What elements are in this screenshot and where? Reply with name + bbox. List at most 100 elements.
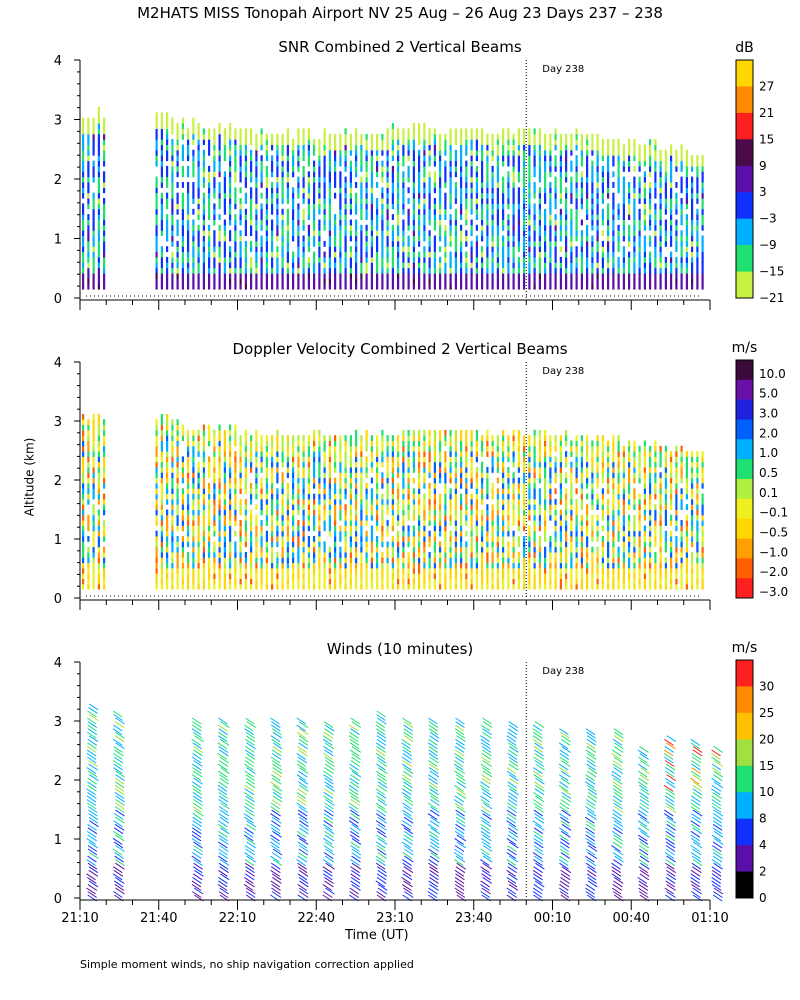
heatmap-cell [260,482,263,489]
heatmap-cell [365,541,368,548]
heatmap-cell [166,262,169,269]
heatmap-cell [160,198,163,204]
heatmap-cell [255,567,258,574]
heatmap-cell [97,461,100,468]
heatmap-cell [166,557,169,564]
heatmap-cell [244,429,247,436]
heatmap-cell [418,187,421,194]
heatmap-cell [465,139,468,145]
heatmap-cell [239,488,242,495]
heatmap-cell [181,498,184,505]
heatmap-cell [328,160,331,167]
heatmap-cell [454,445,457,452]
heatmap-cell [386,493,389,500]
heatmap-cell [402,192,405,199]
heatmap-cell [433,160,436,167]
heatmap-cell [376,541,379,548]
heatmap-cell [622,192,625,199]
heatmap-cell [103,509,106,516]
heatmap-cell [512,176,515,183]
heatmap-cell [307,208,310,215]
heatmap-cell [213,240,216,247]
heatmap-cell [276,165,279,172]
heatmap-cell [328,552,331,558]
heatmap-cell [439,557,442,564]
heatmap-cell [580,262,583,269]
heatmap-cell [97,128,100,135]
heatmap-cell [433,273,436,279]
heatmap-cell [596,230,599,237]
heatmap-cell [407,467,410,473]
heatmap-cell [255,461,258,468]
heatmap-cell [580,203,583,210]
heatmap-cell [365,262,368,269]
heatmap-cell [381,451,384,457]
heatmap-cell [633,198,636,204]
heatmap-cell [307,451,310,457]
heatmap-cell [523,149,526,156]
heatmap-cell [87,477,90,484]
heatmap-cell [171,504,174,510]
heatmap-cell [512,235,515,242]
heatmap-cell [381,219,384,226]
heatmap-cell [565,240,568,247]
heatmap-cell [328,514,331,521]
heatmap-cell [649,256,652,263]
heatmap-cell [171,493,174,500]
heatmap-cell [544,187,547,194]
heatmap-cell [244,240,247,247]
heatmap-cell [565,278,568,285]
heatmap-cell [418,562,421,569]
heatmap-cell [281,256,284,263]
heatmap-cell [244,456,247,463]
heatmap-cell [318,187,321,194]
heatmap-cell [103,123,106,129]
heatmap-cell [176,493,179,500]
heatmap-cell [402,160,405,167]
heatmap-cell [344,278,347,285]
heatmap-cell [412,504,415,510]
heatmap-cell [633,240,636,247]
heatmap-cell [197,176,200,183]
heatmap-cell [349,504,352,510]
heatmap-cell [297,278,300,285]
heatmap-cell [97,123,100,129]
heatmap-cell [328,461,331,468]
heatmap-cell [239,187,242,194]
heatmap-cell [208,171,211,178]
heatmap-cell [202,246,205,253]
colorbar-swatch [736,60,753,87]
heatmap-cell [370,541,373,548]
heatmap-cell [166,144,169,151]
heatmap-cell [302,546,305,553]
heatmap-cell [97,520,100,526]
heatmap-cell [696,198,699,204]
heatmap-cell [418,283,421,290]
heatmap-cell [355,546,358,553]
heatmap-cell [664,171,667,178]
heatmap-cell [229,467,232,473]
heatmap-cell [370,578,373,585]
heatmap-cell [255,467,258,473]
heatmap-cell [570,283,573,290]
heatmap-cell [360,198,363,204]
heatmap-cell [386,472,389,479]
heatmap-cell [92,273,95,279]
heatmap-cell [596,160,599,167]
heatmap-cell [160,419,163,425]
heatmap-cell [612,230,615,237]
heatmap-cell [633,235,636,242]
heatmap-cell [481,192,484,199]
heatmap-cell [334,488,337,495]
heatmap-cell [176,267,179,274]
heatmap-cell [176,155,179,162]
heatmap-cell [397,187,400,194]
heatmap-cell [407,557,410,564]
heatmap-cell [328,525,331,532]
heatmap-cell [92,573,95,579]
heatmap-cell [601,273,604,279]
heatmap-cell [554,230,557,237]
heatmap-cell [444,283,447,290]
heatmap-cell [496,262,499,269]
heatmap-cell [281,530,284,537]
